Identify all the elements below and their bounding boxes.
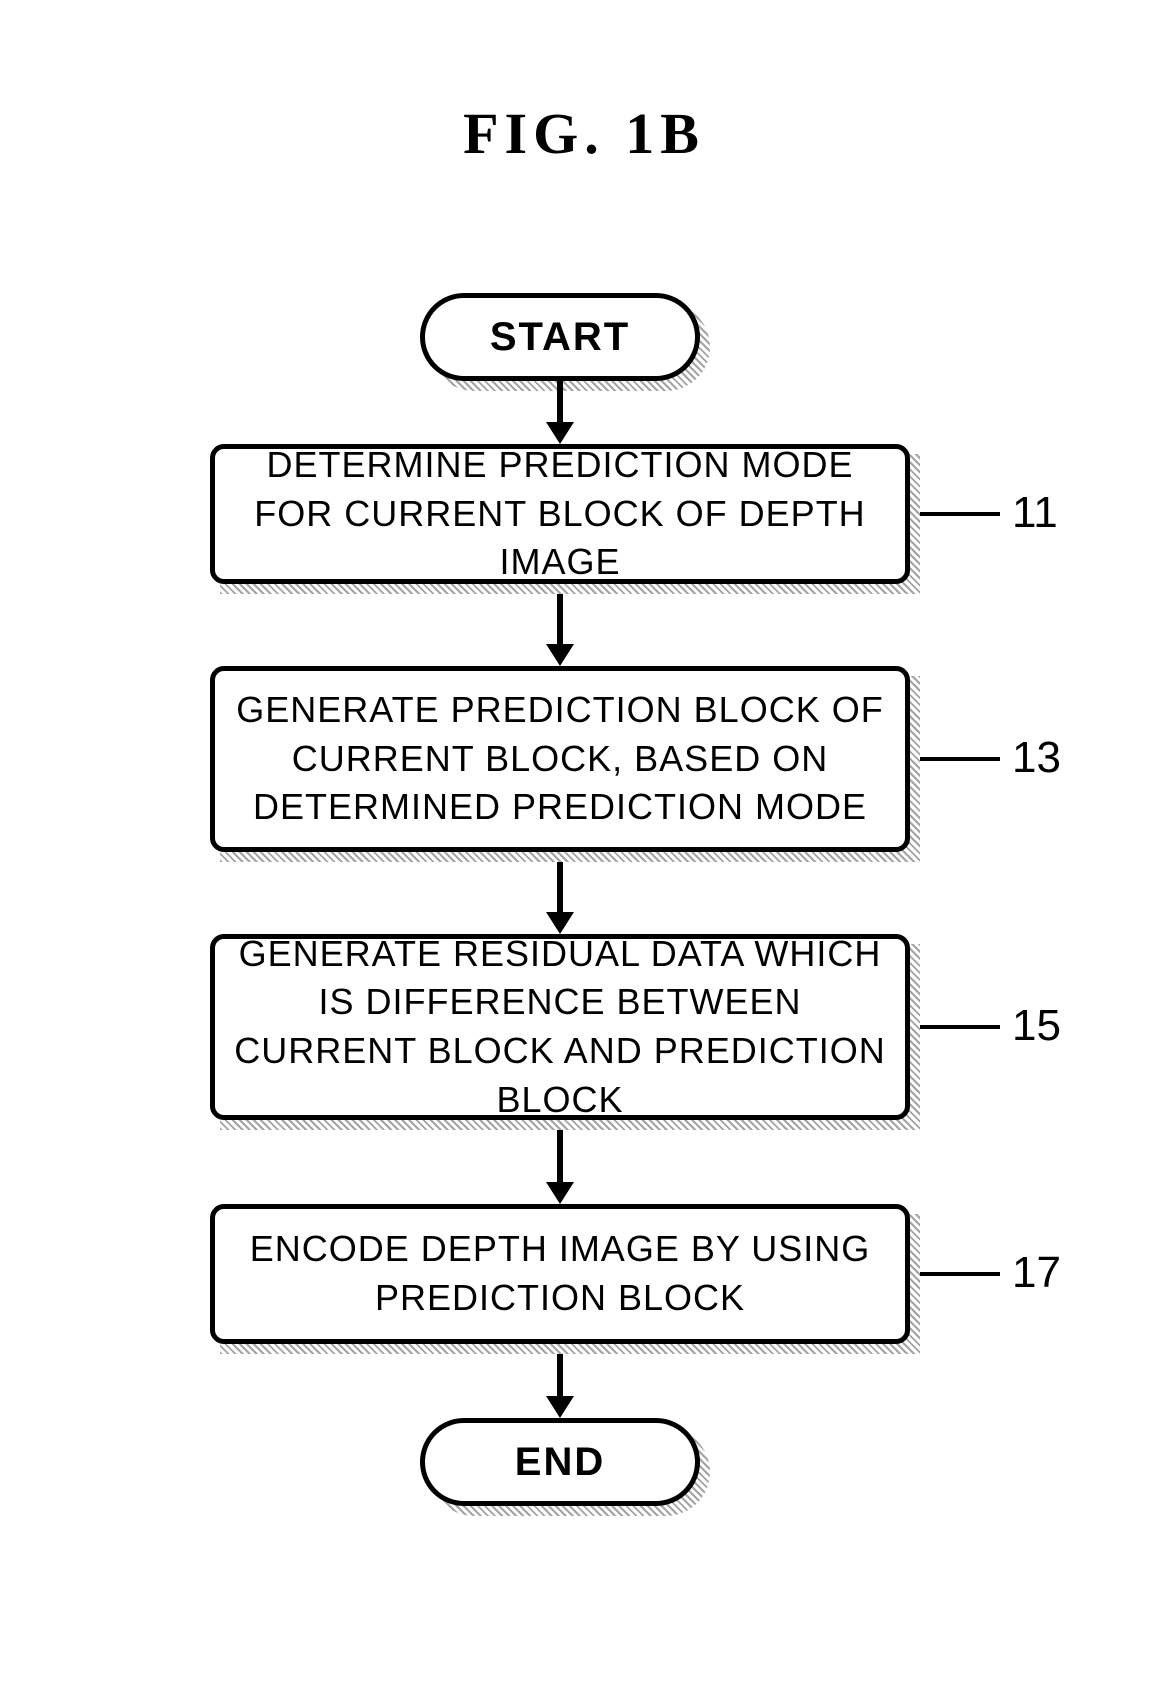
arrow-17-to-end — [557, 1354, 563, 1396]
end-label: END — [515, 1440, 605, 1485]
step13-leader — [920, 757, 1000, 761]
step13-text: GENERATE PREDICTION BLOCK OF CURRENT BLO… — [225, 686, 895, 832]
step11-ref: 11 — [1012, 488, 1058, 538]
start-label: START — [490, 315, 630, 360]
start-terminator: START — [420, 293, 700, 381]
arrow-start-to-11 — [557, 381, 563, 422]
step13-box: GENERATE PREDICTION BLOCK OF CURRENT BLO… — [210, 666, 910, 852]
step17-text: ENCODE DEPTH IMAGE BY USING PREDICTION B… — [225, 1225, 895, 1322]
arrow-17-to-end-head — [546, 1396, 574, 1418]
arrow-11-to-13 — [557, 594, 563, 644]
step11-box: DETERMINE PREDICTION MODE FOR CURRENT BL… — [210, 444, 910, 584]
step17-ref: 17 — [1012, 1248, 1061, 1298]
figure-title: FIG. 1B — [463, 100, 705, 167]
step11-leader — [920, 512, 1000, 516]
step15-ref: 15 — [1012, 1001, 1061, 1051]
arrow-13-to-15 — [557, 862, 563, 912]
end-terminator: END — [420, 1418, 700, 1506]
step17-box: ENCODE DEPTH IMAGE BY USING PREDICTION B… — [210, 1204, 910, 1344]
arrow-11-to-13-head — [546, 644, 574, 666]
step15-text: GENERATE RESIDUAL DATA WHICH IS DIFFEREN… — [225, 930, 895, 1124]
step11-text: DETERMINE PREDICTION MODE FOR CURRENT BL… — [225, 441, 895, 587]
step15-leader — [920, 1025, 1000, 1029]
step17-leader — [920, 1272, 1000, 1276]
step15-box: GENERATE RESIDUAL DATA WHICH IS DIFFEREN… — [210, 934, 910, 1120]
step13-ref: 13 — [1012, 733, 1061, 783]
arrow-15-to-17 — [557, 1130, 563, 1182]
arrow-15-to-17-head — [546, 1182, 574, 1204]
